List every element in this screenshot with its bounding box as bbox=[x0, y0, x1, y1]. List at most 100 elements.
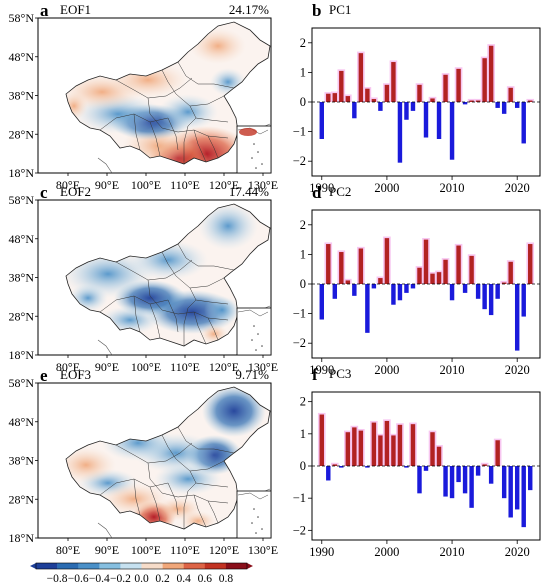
colorbar-extend-low bbox=[30, 563, 36, 569]
province-border bbox=[133, 113, 141, 151]
pc-bar bbox=[528, 100, 533, 102]
pc-bar bbox=[345, 96, 351, 102]
colorbar-extend-high bbox=[247, 563, 253, 569]
lat-label: 58°N bbox=[9, 11, 35, 25]
province-border bbox=[207, 135, 219, 159]
inset-island bbox=[257, 151, 259, 153]
pc-bar bbox=[358, 53, 364, 102]
pc-bar bbox=[456, 466, 461, 483]
south-china-sea-inset bbox=[236, 125, 272, 174]
lat-label: 38°N bbox=[9, 89, 35, 103]
inset-island bbox=[255, 167, 257, 169]
y-tick-label: 0 bbox=[300, 459, 306, 473]
province-border bbox=[115, 77, 193, 99]
lat-label: 38°N bbox=[9, 271, 35, 285]
province-border bbox=[149, 303, 161, 339]
y-tick-label: −1 bbox=[293, 491, 306, 505]
lon-label: 120°E bbox=[209, 178, 239, 192]
lat-label: 28°N bbox=[9, 309, 35, 323]
colorbar-tick-label: −0.6 bbox=[68, 573, 89, 585]
pc-bar bbox=[319, 414, 324, 466]
pc-bar bbox=[423, 466, 429, 471]
pc-bar bbox=[404, 466, 409, 468]
panel-letter: c bbox=[40, 183, 48, 202]
colorbar-tick-label: 0.2 bbox=[155, 573, 170, 585]
province-border bbox=[193, 129, 207, 163]
pc-chart-pc2: −2 −1 0 1 2 1990 2000 2010 2020 d PC2 bbox=[293, 183, 541, 377]
inset-frame bbox=[236, 307, 272, 356]
lon-label: 120°E bbox=[209, 543, 239, 557]
pc-bar bbox=[326, 466, 331, 481]
pattern-anomaly bbox=[158, 94, 218, 130]
panel-letter: f bbox=[312, 365, 318, 384]
inset-island bbox=[255, 349, 257, 351]
panel-letter: e bbox=[40, 366, 48, 385]
province-border bbox=[177, 61, 235, 89]
pc-bar bbox=[462, 102, 468, 105]
y-tick-label: 0 bbox=[300, 95, 306, 109]
colorbar-segment bbox=[183, 563, 206, 569]
lon-label: 100°E bbox=[131, 360, 161, 374]
lon-label: 90°E bbox=[95, 543, 119, 557]
colorbar-tick-label: 0.8 bbox=[219, 573, 234, 585]
pc-bar bbox=[404, 284, 409, 293]
pc-bar bbox=[326, 93, 331, 102]
lat-label: 58°N bbox=[9, 376, 35, 390]
pc-bar bbox=[443, 259, 448, 284]
pc-bar bbox=[365, 466, 370, 468]
province-border bbox=[115, 442, 193, 464]
pc-bar bbox=[423, 102, 429, 138]
pc-bar bbox=[430, 273, 435, 284]
pc-bar bbox=[469, 100, 474, 102]
pattern-anomaly bbox=[198, 204, 258, 250]
inset-island bbox=[261, 528, 263, 530]
pc-bar bbox=[384, 420, 390, 466]
province-border bbox=[177, 243, 235, 271]
explained-variance: 9.71% bbox=[235, 367, 269, 382]
lat-label: 28°N bbox=[9, 492, 35, 506]
lon-label: 130°E bbox=[248, 360, 278, 374]
province-border bbox=[161, 69, 225, 107]
map-panel-eof2: c EOF2 17.44% 58°N 48°N 38°N 28°N 18°N 80°E 90°E 1… bbox=[9, 183, 279, 374]
inset-coast bbox=[237, 492, 269, 500]
province-border bbox=[207, 317, 219, 341]
pc-bar bbox=[475, 466, 481, 476]
province-border bbox=[207, 500, 219, 524]
inset-island bbox=[251, 339, 253, 341]
lon-label: 100°E bbox=[131, 178, 161, 192]
pc-bar bbox=[436, 102, 442, 139]
inset-island bbox=[261, 163, 263, 165]
x-tick-label: 2010 bbox=[440, 363, 465, 377]
pc-bar bbox=[352, 284, 357, 296]
lon-label: 80°E bbox=[56, 543, 80, 557]
pc-bar bbox=[462, 466, 468, 494]
y-tick-label: 2 bbox=[300, 218, 306, 232]
coastline bbox=[97, 339, 113, 356]
province-border bbox=[189, 287, 229, 305]
lat-label: 18°N bbox=[9, 348, 35, 362]
province-border bbox=[133, 478, 141, 516]
y-tick-label: −1 bbox=[293, 307, 306, 321]
x-tick-label: 1990 bbox=[309, 363, 334, 377]
pc-bar bbox=[332, 93, 338, 102]
pc-bar bbox=[436, 446, 442, 466]
pc-bar bbox=[391, 435, 396, 466]
pc-bar bbox=[319, 102, 324, 139]
y-tick-label: 0 bbox=[300, 277, 306, 291]
inset-island bbox=[253, 143, 255, 145]
panel-title: EOF3 bbox=[60, 367, 91, 382]
pc-bar bbox=[456, 245, 461, 284]
inset-island bbox=[255, 532, 257, 534]
pc-bar bbox=[384, 84, 390, 102]
inset-anomaly bbox=[239, 128, 257, 136]
panel-letter: a bbox=[40, 1, 49, 20]
pc-bar bbox=[488, 466, 494, 484]
panel-title: EOF2 bbox=[60, 184, 91, 199]
bar-highlight bbox=[526, 98, 535, 102]
coastline bbox=[97, 522, 113, 539]
map-panel-eof3: e EOF3 9.71% 58°N 48°N 38°N 28°N 18°N 80°E 90°E 10… bbox=[9, 366, 279, 557]
pc-bar bbox=[358, 430, 364, 466]
lat-label: 18°N bbox=[9, 531, 35, 545]
province-border bbox=[189, 105, 229, 123]
pc-bar bbox=[423, 239, 429, 284]
